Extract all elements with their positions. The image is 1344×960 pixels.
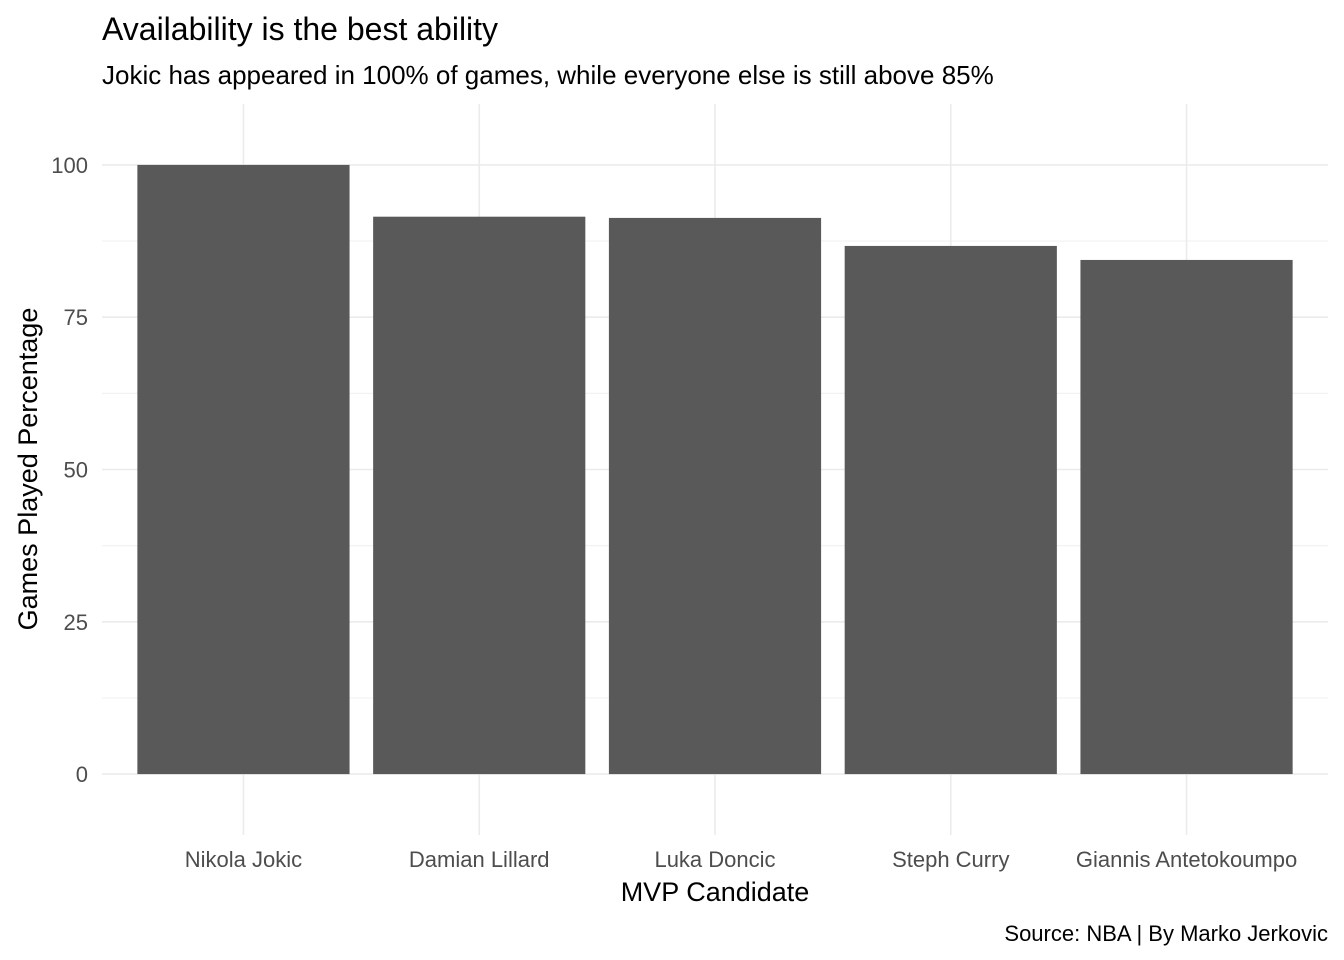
bars (137, 164, 1293, 775)
x-tick-label: Luka Doncic (654, 847, 775, 872)
y-tick-label: 25 (64, 610, 88, 635)
x-axis-ticks: Nikola Jokic Damian Lillard Luka Doncic Ste… (185, 847, 1297, 872)
x-axis-title: MVP Candidate (621, 877, 810, 907)
y-tick-label: 50 (64, 458, 88, 483)
bar (137, 164, 350, 775)
bar (608, 217, 822, 775)
x-tick-label: Damian Lillard (409, 847, 550, 872)
bar (844, 245, 1057, 775)
chart-caption: Source: NBA | By Marko Jerkovic (1004, 921, 1328, 946)
y-tick-label: 0 (76, 762, 88, 787)
bar (1080, 259, 1293, 775)
chart-title: Availability is the best ability (102, 11, 498, 47)
y-tick-label: 75 (64, 305, 88, 330)
x-tick-label: Nikola Jokic (185, 847, 302, 872)
chart-subtitle: Jokic has appeared in 100% of games, whi… (102, 60, 994, 90)
x-tick-label: Steph Curry (892, 847, 1009, 872)
y-axis-ticks: 0 25 50 75 100 (51, 153, 88, 787)
x-tick-label: Giannis Antetokoumpo (1076, 847, 1297, 872)
y-tick-label: 100 (51, 153, 88, 178)
y-axis-title: Games Played Percentage (13, 308, 43, 631)
bar (373, 216, 586, 775)
